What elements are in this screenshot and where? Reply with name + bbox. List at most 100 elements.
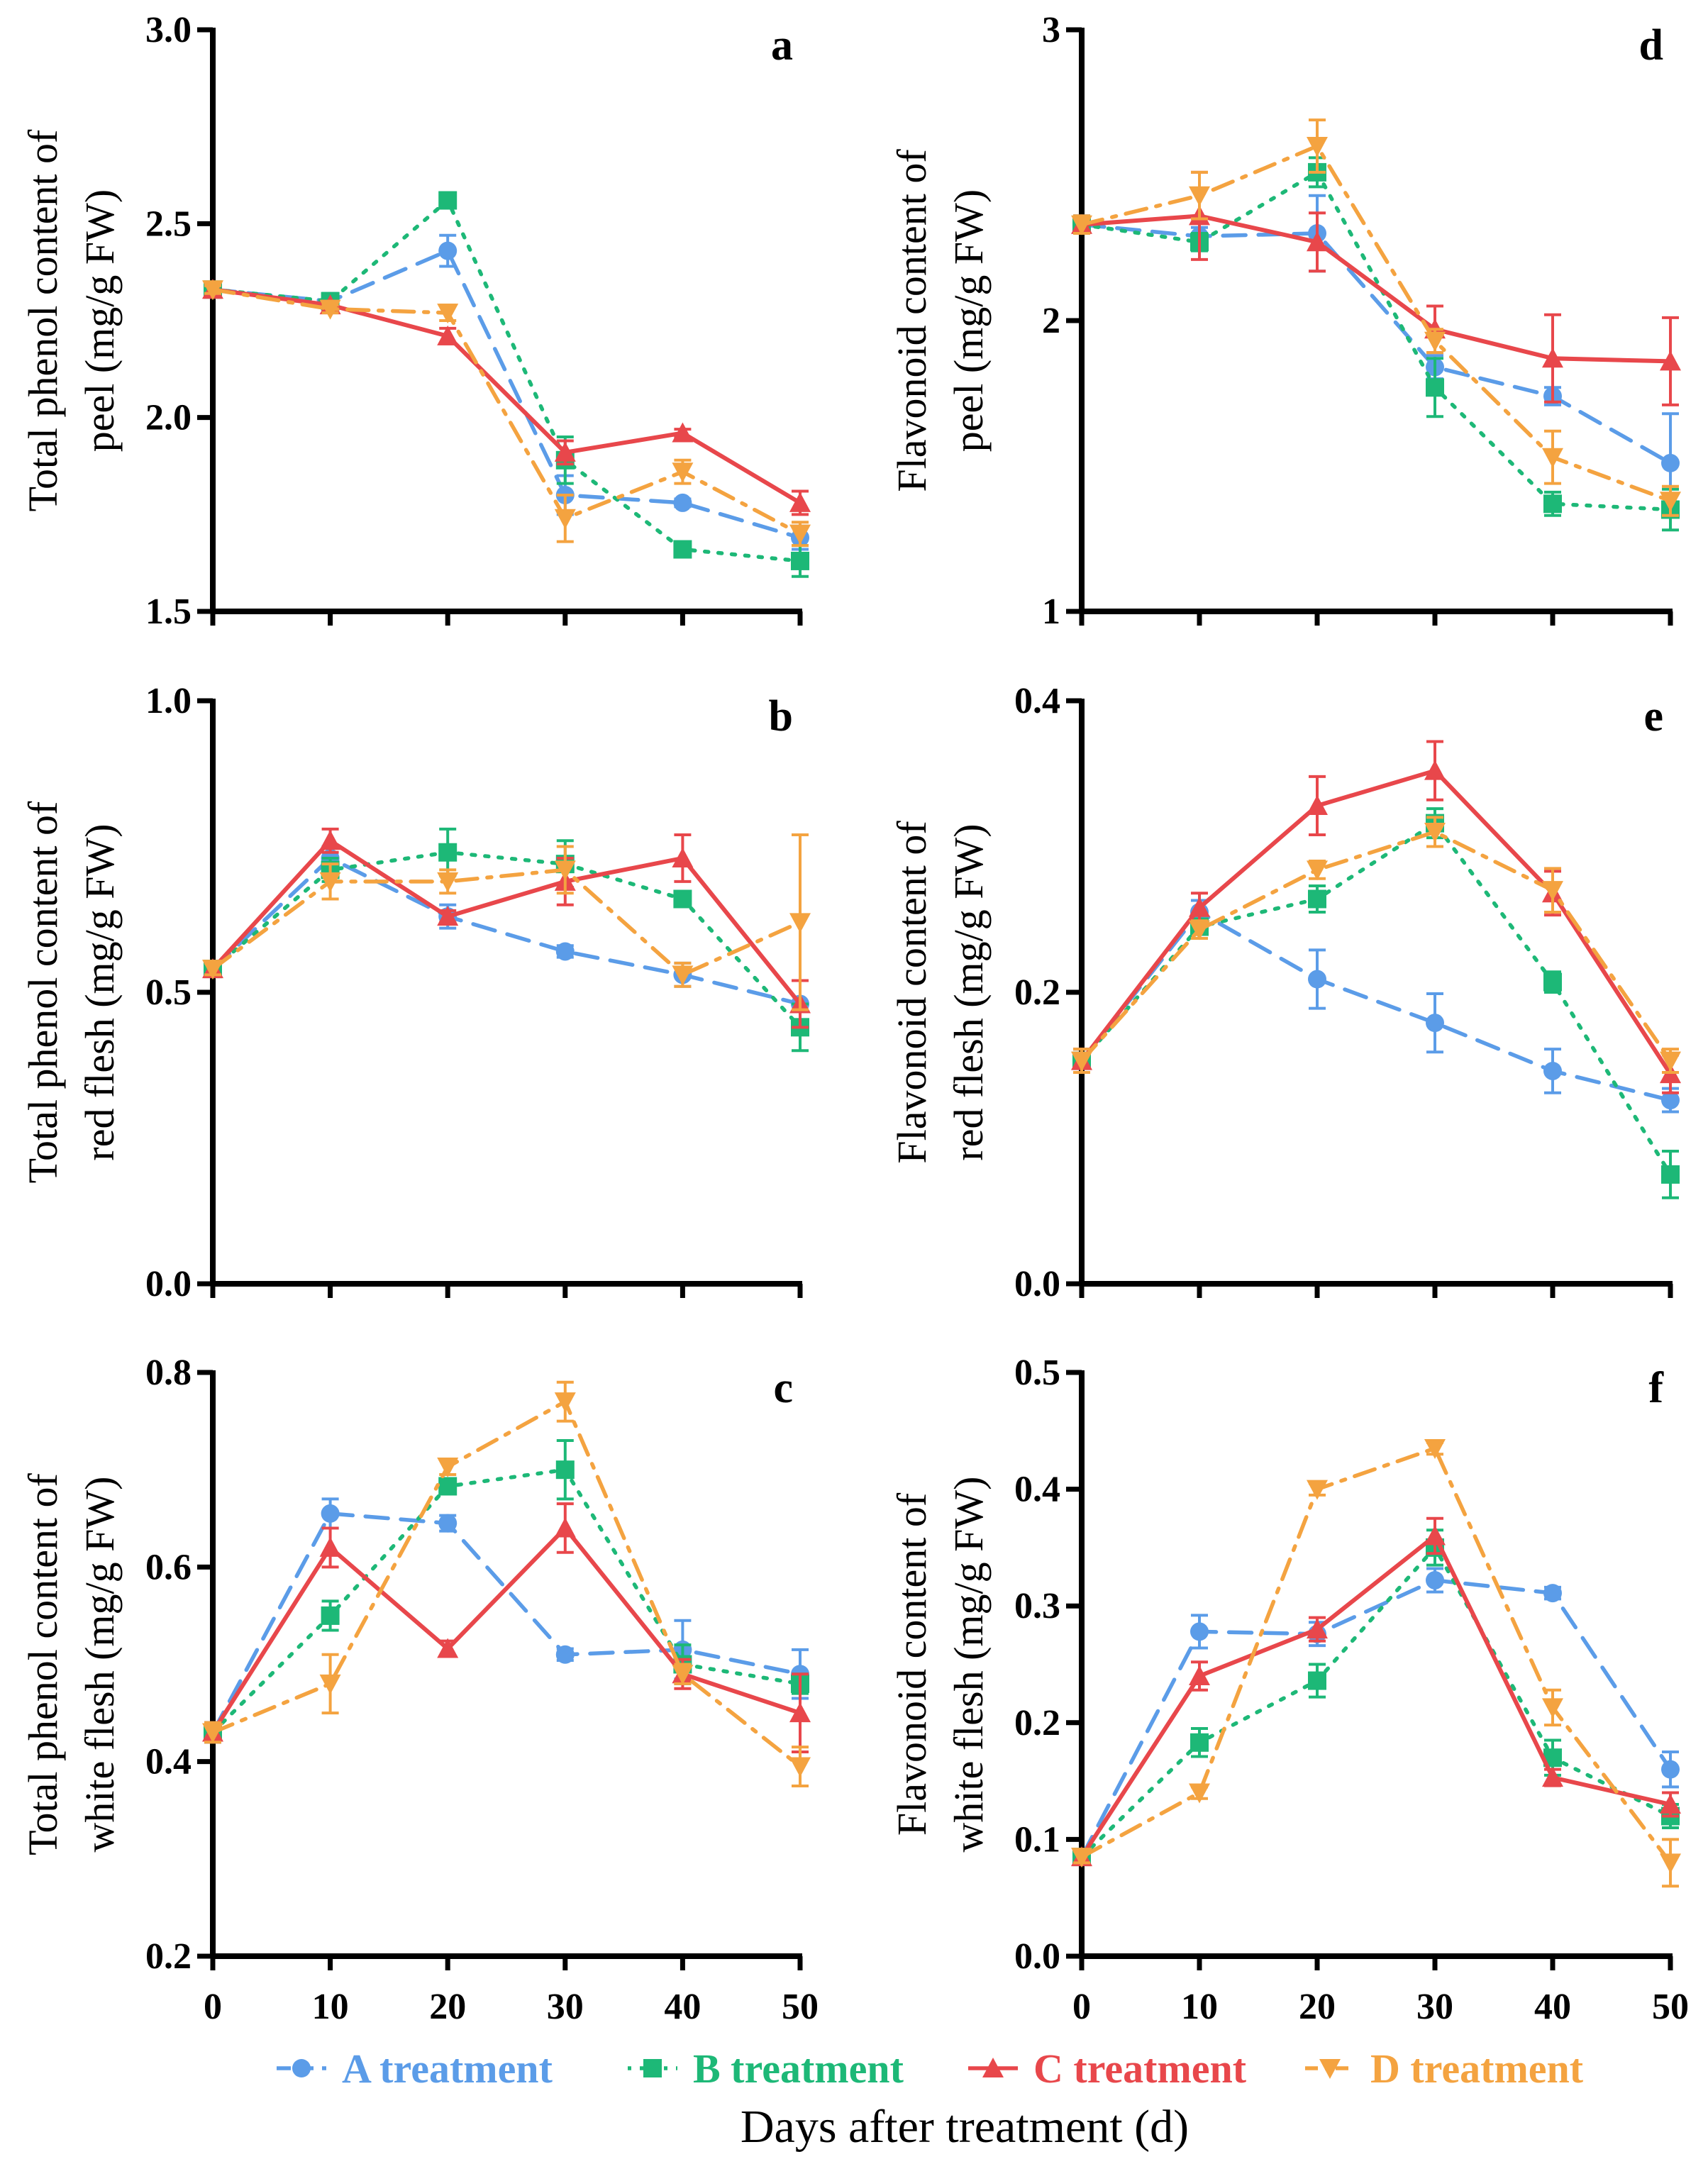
data-point xyxy=(1071,215,1092,235)
data-point xyxy=(672,965,694,986)
data-point xyxy=(1307,1619,1328,1639)
y-tick-label: 0.8 xyxy=(145,1353,192,1393)
data-point xyxy=(672,422,694,443)
y-axis-title-line: Flavonoid content of xyxy=(889,149,935,492)
data-point xyxy=(1542,1767,1563,1787)
data-point xyxy=(1426,378,1444,397)
data-point xyxy=(437,304,459,324)
y-tick-label: 0.4 xyxy=(1014,681,1060,721)
data-point xyxy=(1426,1570,1444,1589)
y-tick-label: 3 xyxy=(1042,10,1060,50)
y-tick-label: 1.5 xyxy=(145,592,192,632)
data-point xyxy=(554,1517,576,1538)
y-axis-title-line: white flesh (mg/g FW) xyxy=(77,1477,123,1853)
data-point xyxy=(437,1638,459,1658)
x-tick-label: 40 xyxy=(1534,1987,1571,2027)
panel-letter: c xyxy=(773,1364,793,1412)
data-point xyxy=(1307,231,1328,252)
y-tick-label: 2 xyxy=(1042,301,1060,341)
y-tick-label: 0.5 xyxy=(1014,1353,1060,1393)
data-point xyxy=(672,847,694,867)
x-tick-label: 0 xyxy=(1072,1987,1091,2027)
data-point xyxy=(438,191,458,210)
y-tick-label: 0.4 xyxy=(1014,1470,1060,1510)
series-line xyxy=(1080,909,1673,1102)
legend-item-A: A treatment xyxy=(277,2046,553,2092)
x-tick-label: 20 xyxy=(429,1987,466,2027)
data-point xyxy=(1542,448,1563,468)
data-point xyxy=(789,492,811,512)
data-point xyxy=(1424,822,1446,843)
y-axis-title-line: Flavonoid content of xyxy=(889,1492,935,1836)
legend-label: C treatment xyxy=(1033,2046,1247,2092)
series-line xyxy=(1080,1578,1673,1859)
x-tick-label: 30 xyxy=(1416,1987,1453,2027)
y-axis-title-line: red flesh (mg/g FW) xyxy=(77,823,123,1160)
y-axis-title: Flavonoid content of peel (mg/g FW) xyxy=(889,149,992,492)
y-axis-title-line: red flesh (mg/g FW) xyxy=(946,823,992,1160)
legend-label: D treatment xyxy=(1370,2046,1584,2092)
series-line xyxy=(211,1511,802,1735)
series-D-treatment xyxy=(1071,816,1681,1075)
y-tick-label: 0.2 xyxy=(1014,972,1060,1013)
data-point xyxy=(1189,920,1210,940)
series-line xyxy=(211,1467,802,1735)
x-tick-label: 20 xyxy=(1299,1987,1336,2027)
data-point xyxy=(789,913,811,933)
data-point xyxy=(673,493,692,512)
data-point xyxy=(1189,186,1210,206)
data-point xyxy=(789,524,811,545)
chart-panel-d: 1 2 3 Flavonoid content of peel (mg/g FW) d xyxy=(889,10,1681,632)
x-tick-label: 50 xyxy=(782,1987,819,2027)
data-point xyxy=(437,872,459,892)
data-point xyxy=(1543,1061,1562,1080)
chart-panel-c: 0.2 0.4 0.6 0.8 0 10 20 30 40 50 Total phenol cont… xyxy=(20,1353,819,2027)
x-tick-label: 10 xyxy=(1181,1987,1218,2027)
series-line xyxy=(1080,829,1673,1063)
data-point xyxy=(1543,494,1562,514)
y-tick-label: 3.0 xyxy=(145,10,192,50)
data-point xyxy=(1542,348,1563,368)
y-axis-title-line: white flesh (mg/g FW) xyxy=(946,1477,992,1853)
data-point xyxy=(1424,1525,1446,1546)
data-point xyxy=(438,1514,458,1533)
data-point xyxy=(202,280,223,301)
data-point xyxy=(319,830,341,850)
data-point xyxy=(1307,1480,1328,1500)
y-axis-title: Flavonoid content of white flesh (mg/g FW… xyxy=(889,1477,992,1853)
data-point xyxy=(554,509,576,529)
legend-label: A treatment xyxy=(342,2046,553,2092)
y-tick-label: 0.2 xyxy=(145,1936,192,1977)
data-point xyxy=(789,1757,811,1777)
legend-marker-icon xyxy=(292,2059,311,2077)
legend-marker-icon xyxy=(1319,2059,1341,2079)
data-point xyxy=(1661,453,1680,472)
panel-letter: a xyxy=(771,21,793,70)
legend-item-B: B treatment xyxy=(628,2046,904,2092)
data-point xyxy=(437,1458,459,1478)
data-point xyxy=(321,1606,340,1625)
series-line xyxy=(211,1524,802,1735)
data-point xyxy=(554,441,576,462)
data-point xyxy=(319,872,341,892)
data-point xyxy=(554,860,576,881)
series-line xyxy=(211,867,802,977)
y-axis-title-line: Flavonoid content of xyxy=(889,821,935,1164)
data-point xyxy=(1189,1665,1210,1685)
series-line xyxy=(211,850,802,1030)
series-line xyxy=(1080,213,1673,364)
data-point xyxy=(1307,794,1328,815)
legend-marker-icon xyxy=(643,2059,662,2077)
panel-letter: b xyxy=(769,692,793,740)
chart-panel-a: 1.5 2.0 2.5 3.0 Total phenol content of peel … xyxy=(20,10,811,632)
x-tick-label: 50 xyxy=(1652,1987,1689,2027)
data-point xyxy=(1424,331,1446,352)
series-line xyxy=(1080,1446,1673,1865)
data-point xyxy=(1307,137,1328,157)
series-D-treatment xyxy=(202,280,811,548)
panel-letter: f xyxy=(1648,1364,1664,1412)
data-point xyxy=(673,889,692,909)
y-tick-label: 0.0 xyxy=(1014,1264,1060,1304)
y-tick-label: 0.0 xyxy=(1014,1936,1060,1977)
x-tick-label: 40 xyxy=(664,1987,701,2027)
